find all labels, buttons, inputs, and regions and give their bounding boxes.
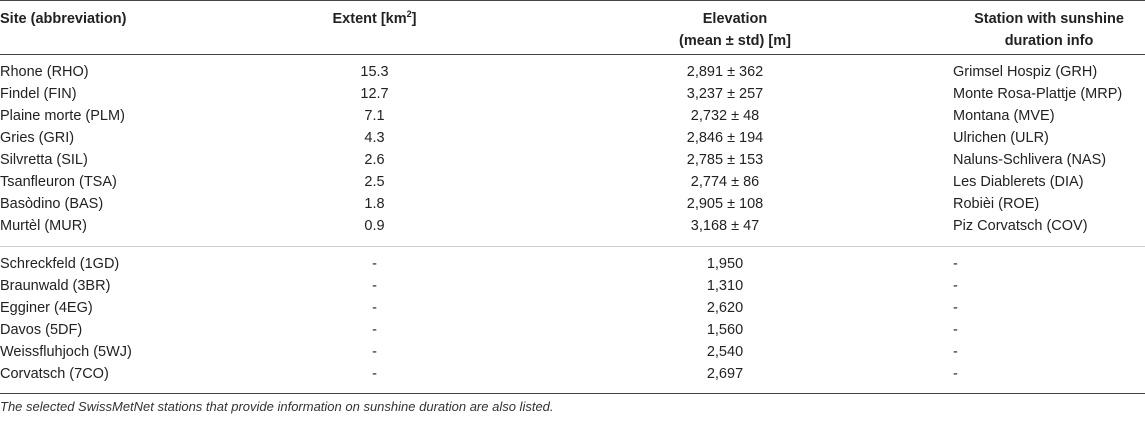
- spacer-cell: [262, 385, 517, 394]
- row-spacer: [0, 237, 1145, 247]
- extent-cell: -: [372, 300, 377, 316]
- station-cell: -: [953, 322, 958, 338]
- site-cell: Basòdino (BAS): [0, 196, 104, 212]
- site-cell: Rhone (RHO): [0, 64, 89, 80]
- site-cell: Murtèl (MUR): [0, 218, 87, 234]
- elevation-cell: 2,891 ± 362: [686, 64, 764, 80]
- sites-table: Site (abbreviation) Extent [km2] Elevati…: [0, 0, 1145, 394]
- site-cell: Plaine morte (PLM): [0, 108, 125, 124]
- spacer-cell: [0, 385, 262, 394]
- station-cell: Piz Corvatsch (COV): [953, 218, 1088, 234]
- site-cell: Silvretta (SIL): [0, 152, 88, 168]
- elevation-cell: 2,732 ± 48: [690, 108, 760, 124]
- header-elevation-line2: (mean ± std) [m]: [679, 33, 791, 49]
- extent-cell: 2.6: [364, 152, 385, 168]
- table-row: Tsanfleuron (TSA) 2.5 2,774 ± 86 Les Diable…: [0, 171, 1145, 193]
- extent-cell: -: [372, 256, 377, 272]
- header-station-line1: Station with sunshine: [974, 11, 1124, 27]
- extent-cell: -: [372, 278, 377, 294]
- site-cell: Weissfluhjoch (5WJ): [0, 344, 132, 360]
- station-cell: -: [953, 278, 958, 294]
- header-row: Site (abbreviation) Extent [km2] Elevati…: [0, 0, 1145, 55]
- header-elevation: Elevation (mean ± std) [m]: [517, 0, 953, 55]
- station-cell: Robièi (ROE): [953, 196, 1040, 212]
- station-cell: -: [953, 344, 958, 360]
- station-cell: -: [953, 256, 958, 272]
- spacer-cell: [953, 237, 1145, 247]
- elevation-cell: 1,560: [706, 322, 744, 338]
- table-row: Murtèl (MUR) 0.9 3,168 ± 47 Piz Corvatsch (…: [0, 215, 1145, 237]
- table-footnote: The selected SwissMetNet stations that p…: [0, 399, 554, 414]
- site-cell: Corvatsch (7CO): [0, 366, 109, 382]
- elevation-cell: 2,697: [706, 366, 744, 382]
- station-cell: Les Diablerets (DIA): [953, 174, 1084, 190]
- table-row: Weissfluhjoch (5WJ) - 2,540 -: [0, 341, 1145, 363]
- header-elevation-line1: Elevation: [702, 11, 768, 27]
- table-row: Egginer (4EG) - 2,620 -: [0, 297, 1145, 319]
- station-cell: Ulrichen (ULR): [953, 130, 1049, 146]
- table-body: Rhone (RHO) 15.3 2,891 ± 362 Grimsel Hospiz…: [0, 55, 1145, 394]
- elevation-cell: 1,950: [706, 256, 744, 272]
- elevation-cell: 2,905 ± 108: [686, 196, 764, 212]
- table-header: Site (abbreviation) Extent [km2] Elevati…: [0, 0, 1145, 55]
- extent-cell: -: [372, 344, 377, 360]
- extent-cell: -: [372, 322, 377, 338]
- extent-cell: -: [372, 366, 377, 382]
- spacer-cell: [953, 385, 1145, 394]
- header-station: Station with sunshine duration info: [953, 0, 1145, 55]
- elevation-cell: 2,846 ± 194: [686, 130, 764, 146]
- header-site: Site (abbreviation): [0, 0, 262, 55]
- station-cell: Naluns-Schlivera (NAS): [953, 152, 1107, 168]
- table-row: Schreckfeld (1GD) - 1,950 -: [0, 253, 1145, 275]
- extent-cell: 0.9: [364, 218, 385, 234]
- station-cell: -: [953, 300, 958, 316]
- site-cell: Findel (FIN): [0, 86, 77, 102]
- elevation-cell: 2,540: [706, 344, 744, 360]
- table-row: Basòdino (BAS) 1.8 2,905 ± 108 Robièi (ROE): [0, 193, 1145, 215]
- site-cell: Braunwald (3BR): [0, 278, 111, 294]
- spacer-cell: [262, 237, 517, 247]
- site-cell: Davos (5DF): [0, 322, 83, 338]
- table-row: Gries (GRI) 4.3 2,846 ± 194 Ulrichen (ULR): [0, 127, 1145, 149]
- table-row: Plaine morte (PLM) 7.1 2,732 ± 48 Montana (…: [0, 105, 1145, 127]
- station-cell: Montana (MVE): [953, 108, 1055, 124]
- header-site-label: Site (abbreviation): [0, 11, 127, 27]
- site-cell: Tsanfleuron (TSA): [0, 174, 117, 190]
- elevation-cell: 3,237 ± 257: [686, 86, 764, 102]
- site-cell: Egginer (4EG): [0, 300, 93, 316]
- site-cell: Gries (GRI): [0, 130, 75, 146]
- table-row: Findel (FIN) 12.7 3,237 ± 257 Monte Rosa-Pl…: [0, 83, 1145, 105]
- spacer-cell: [0, 237, 262, 247]
- elevation-cell: 3,168 ± 47: [690, 218, 760, 234]
- extent-cell: 1.8: [364, 196, 385, 212]
- site-cell: Schreckfeld (1GD): [0, 256, 120, 272]
- extent-cell: 2.5: [364, 174, 385, 190]
- spacer-cell: [517, 385, 953, 394]
- extent-cell: 7.1: [364, 108, 385, 124]
- table-row: Silvretta (SIL) 2.6 2,785 ± 153 Naluns-Schl…: [0, 149, 1145, 171]
- table-row: Braunwald (3BR) - 1,310 -: [0, 275, 1145, 297]
- table-row: Davos (5DF) - 1,560 -: [0, 319, 1145, 341]
- header-extent-prefix: Extent [km: [332, 11, 407, 27]
- elevation-cell: 2,785 ± 153: [686, 152, 764, 168]
- station-cell: Grimsel Hospiz (GRH): [953, 64, 1098, 80]
- header-extent-suffix: ]: [411, 11, 417, 27]
- header-station-line2: duration info: [1004, 33, 1094, 49]
- elevation-cell: 2,774 ± 86: [690, 174, 760, 190]
- elevation-cell: 2,620: [706, 300, 744, 316]
- row-spacer: [0, 385, 1145, 394]
- extent-cell: 15.3: [360, 64, 389, 80]
- header-extent: Extent [km2]: [262, 0, 517, 55]
- data-table-container: Site (abbreviation) Extent [km2] Elevati…: [0, 0, 1145, 394]
- extent-cell: 12.7: [360, 86, 389, 102]
- extent-cell: 4.3: [364, 130, 385, 146]
- table-row: Corvatsch (7CO) - 2,697 -: [0, 363, 1145, 385]
- table-row: Rhone (RHO) 15.3 2,891 ± 362 Grimsel Hospiz…: [0, 61, 1145, 83]
- station-cell: Monte Rosa-Plattje (MRP): [953, 86, 1123, 102]
- station-cell: -: [953, 366, 958, 382]
- header-extent-sup: 2: [406, 9, 412, 20]
- elevation-cell: 1,310: [706, 278, 744, 294]
- spacer-cell: [517, 237, 953, 247]
